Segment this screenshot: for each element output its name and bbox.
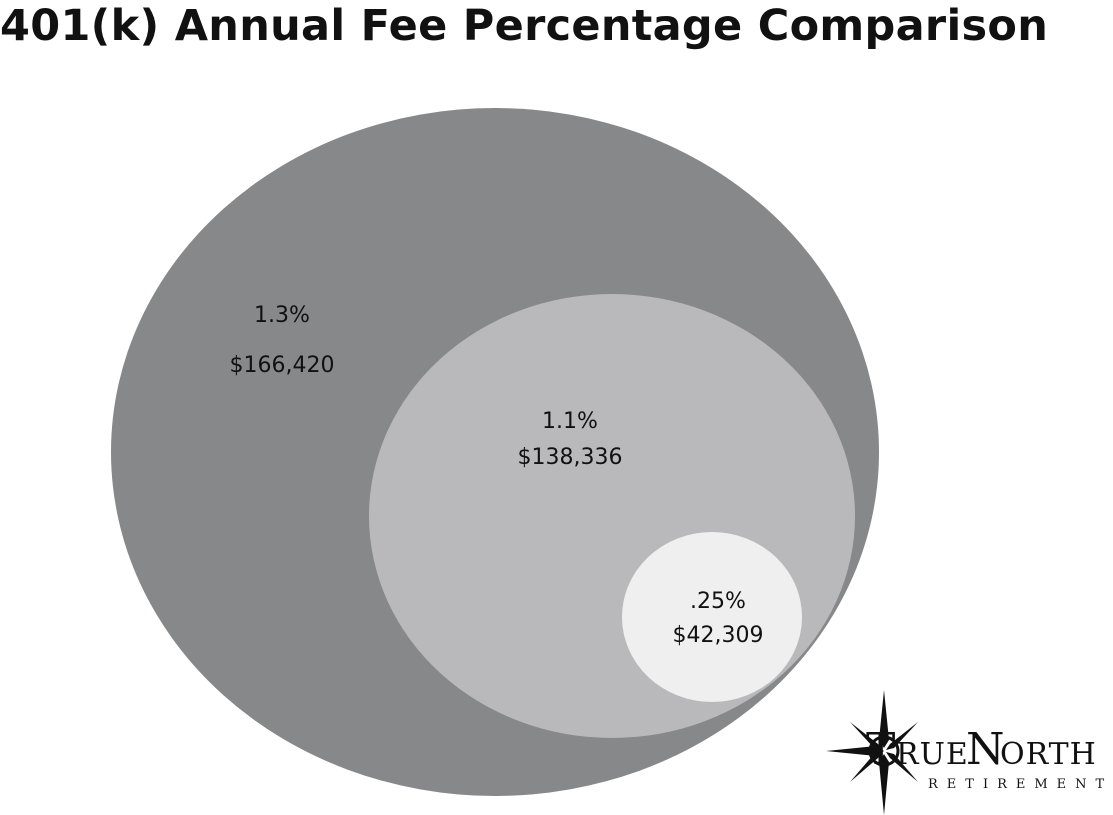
fee-amount-label-1: $166,420 (230, 353, 335, 378)
fee-amount-label-3: $42,309 (673, 623, 764, 648)
fee-percent-label-1: 1.3% (254, 303, 310, 328)
chart-title: 401(k) Annual Fee Percentage Comparison (0, 1, 1049, 51)
logo-wordmark-orth: ORTH (1000, 737, 1097, 772)
fee-percent-label-2: 1.1% (542, 409, 598, 434)
fee-amount-label-2: $138,336 (518, 445, 623, 470)
bubbles-group (111, 108, 879, 796)
logo-wordmark-true: T (866, 724, 895, 775)
logo-wordmark-retirement: RETIREMENT (928, 777, 1113, 792)
logo-wordmark-n: N (966, 724, 1005, 775)
logo-wordmark-rue: RUE (896, 737, 969, 772)
compass-star-icon (826, 690, 918, 815)
truenorth-logo: T RUE N ORTH RETIREMENT (826, 690, 1113, 815)
fee-percent-label-3: .25% (690, 589, 746, 614)
bubble-labels-group: 1.3% $166,420 1.1% $138,336 .25% $42,309 (230, 303, 764, 648)
fee-bubble-2 (369, 294, 855, 738)
fee-bubble-3 (622, 532, 802, 702)
